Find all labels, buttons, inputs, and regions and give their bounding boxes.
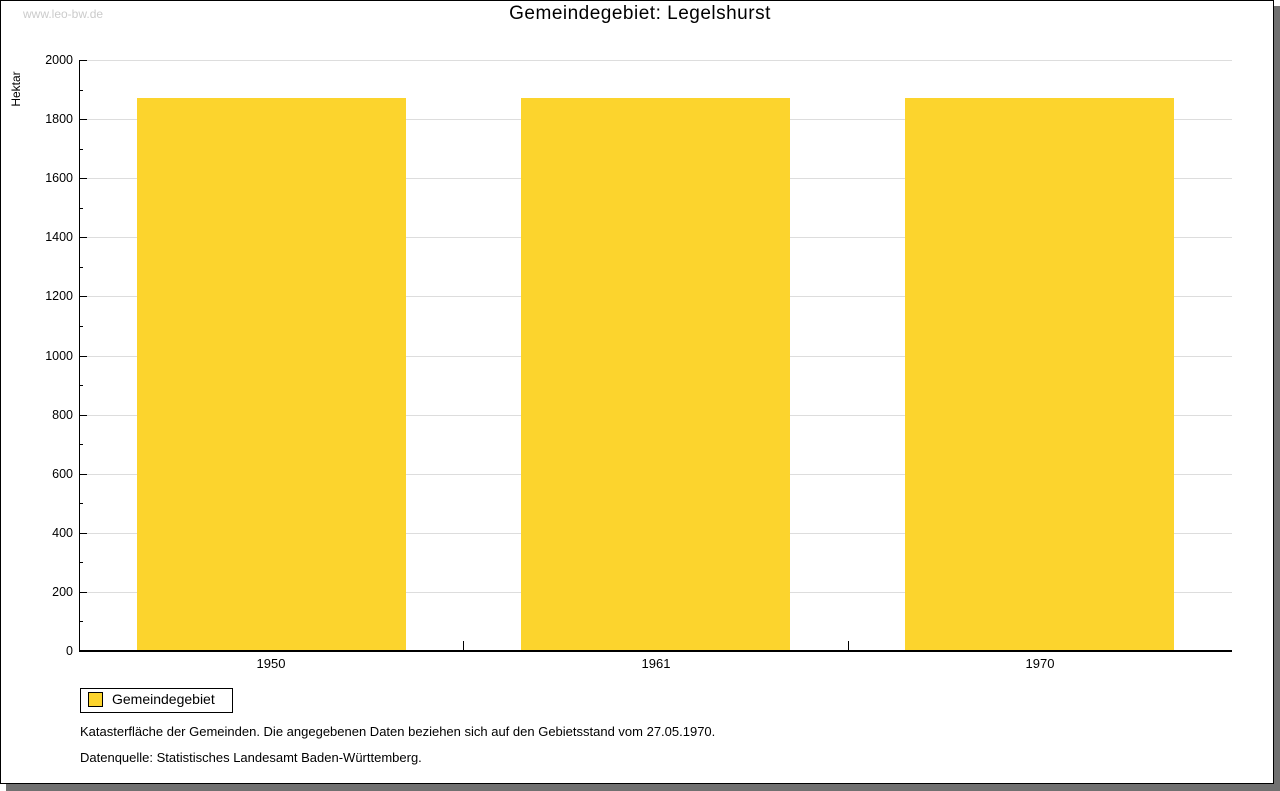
x-axis-line bbox=[79, 650, 1232, 652]
y-major-tick bbox=[79, 119, 87, 120]
y-minor-tick bbox=[79, 149, 83, 150]
y-tick-label: 1000 bbox=[45, 349, 73, 363]
y-minor-tick bbox=[79, 326, 83, 327]
y-minor-tick bbox=[79, 267, 83, 268]
y-tick-label: 400 bbox=[52, 526, 73, 540]
window-shadow-right bbox=[1274, 6, 1280, 785]
y-major-tick bbox=[79, 237, 87, 238]
y-minor-tick bbox=[79, 208, 83, 209]
x-tick-label: 1970 bbox=[1025, 656, 1055, 671]
y-minor-tick bbox=[79, 90, 83, 91]
y-major-tick bbox=[79, 533, 87, 534]
y-tick-label: 800 bbox=[52, 408, 73, 422]
bar bbox=[521, 98, 790, 650]
page-title: Gemeindegebiet: Legelshurst bbox=[509, 3, 771, 24]
bar bbox=[137, 98, 406, 650]
legend-label: Gemeindegebiet bbox=[112, 691, 215, 707]
y-minor-tick bbox=[79, 621, 83, 622]
window-shadow-bottom bbox=[6, 784, 1280, 791]
y-tick-label: 200 bbox=[52, 585, 73, 599]
y-major-tick bbox=[79, 474, 87, 475]
gridline bbox=[79, 60, 1232, 61]
footnote-line-1: Katasterfläche der Gemeinden. Die angege… bbox=[80, 724, 716, 739]
y-tick-label: 2000 bbox=[45, 53, 73, 67]
watermark: www.leo-bw.de bbox=[23, 7, 104, 21]
x-tick bbox=[463, 641, 464, 650]
y-major-tick bbox=[79, 592, 87, 593]
y-axis-line bbox=[79, 60, 80, 651]
y-tick-label: 1400 bbox=[45, 230, 73, 244]
bar bbox=[905, 98, 1174, 650]
x-tick bbox=[848, 641, 849, 650]
y-minor-tick bbox=[79, 562, 83, 563]
y-tick-label: 1800 bbox=[45, 112, 73, 126]
x-tick-label: 1961 bbox=[641, 656, 671, 671]
y-major-tick bbox=[79, 178, 87, 179]
y-minor-tick bbox=[79, 385, 83, 386]
y-major-tick bbox=[79, 356, 87, 357]
legend-box bbox=[80, 688, 233, 713]
y-major-tick bbox=[79, 415, 87, 416]
x-tick-label: 1950 bbox=[256, 656, 286, 671]
y-minor-tick bbox=[79, 444, 83, 445]
y-major-tick bbox=[79, 296, 87, 297]
y-tick-label: 600 bbox=[52, 467, 73, 481]
y-major-tick bbox=[79, 60, 87, 61]
footnote-line-2: Datenquelle: Statistisches Landesamt Bad… bbox=[80, 750, 422, 765]
y-tick-label: 0 bbox=[66, 644, 73, 658]
y-tick-label: 1200 bbox=[45, 289, 73, 303]
legend-swatch-icon bbox=[88, 692, 103, 707]
y-minor-tick bbox=[79, 503, 83, 504]
y-tick-label: 1600 bbox=[45, 171, 73, 185]
